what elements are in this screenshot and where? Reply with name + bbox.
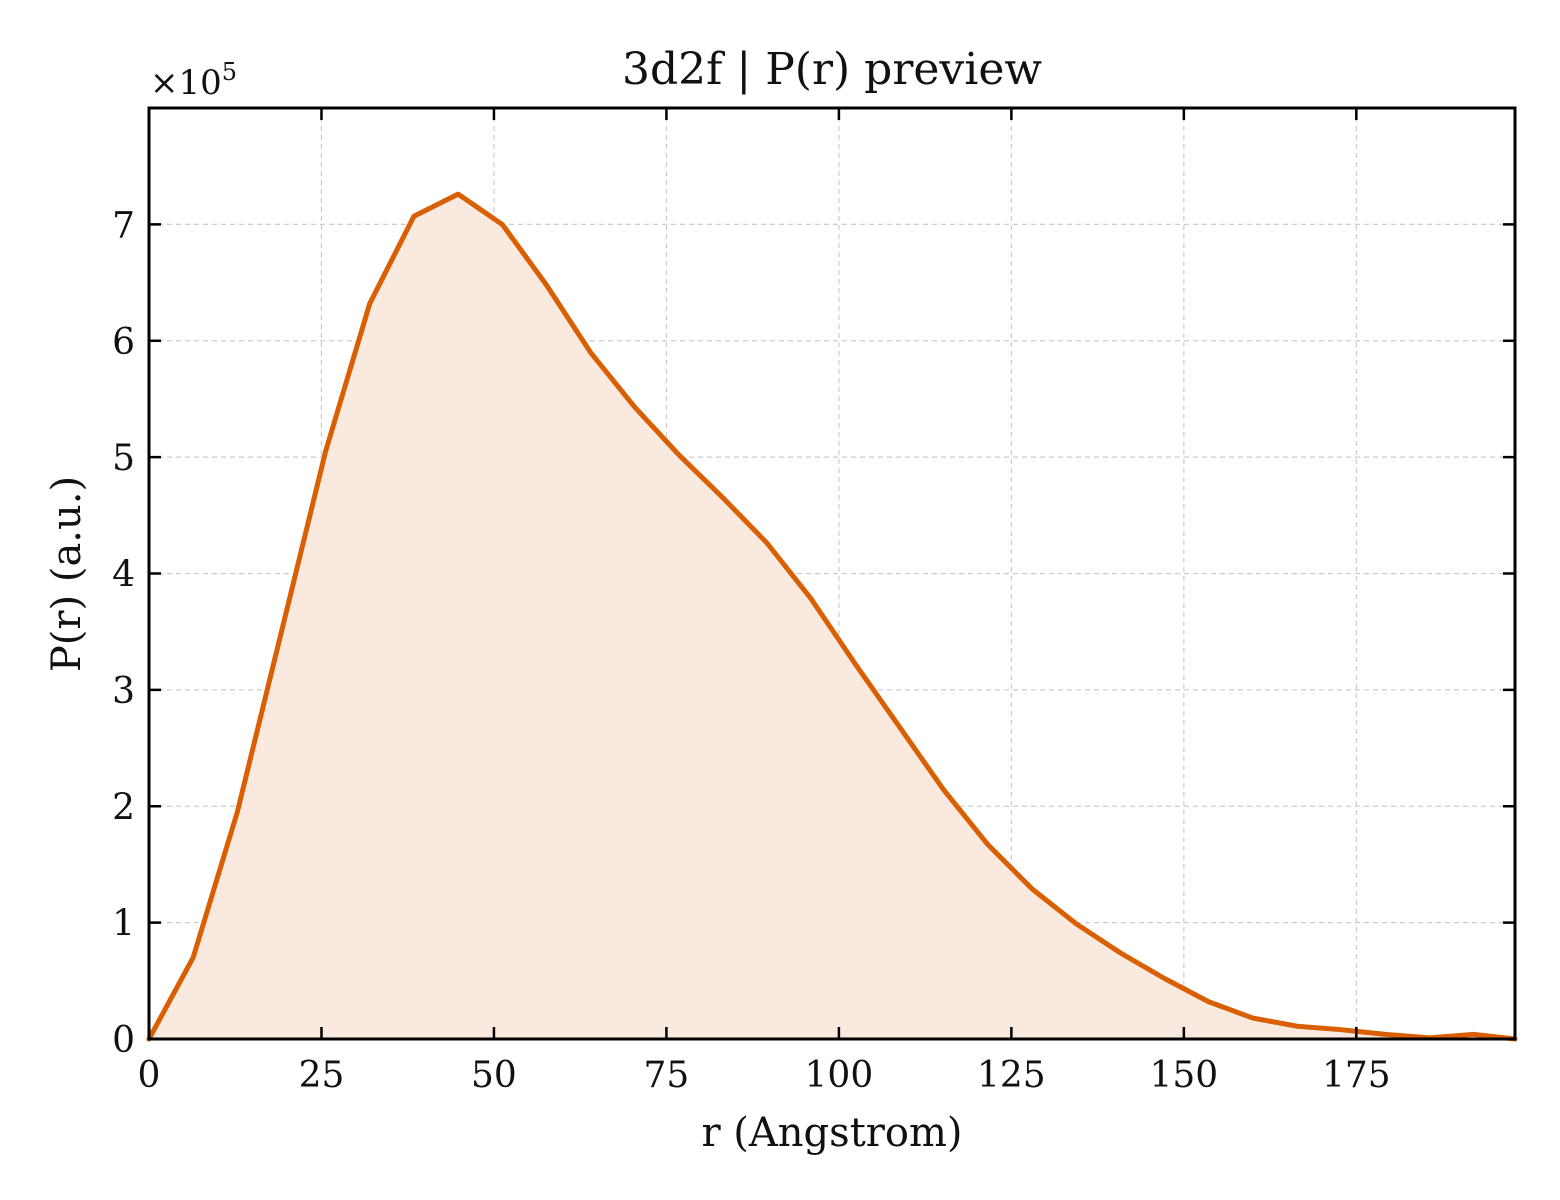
y-tick-label: 2 — [112, 787, 135, 828]
y-axis-multiplier: ×105 — [150, 58, 237, 103]
x-tick-label: 0 — [138, 1055, 161, 1096]
y-tick-label: 1 — [112, 904, 135, 945]
series-area-fill — [149, 194, 1515, 1039]
y-axis-label: P(r) (a.u.) — [44, 476, 90, 672]
series-line — [146, 191, 1518, 1042]
y-axis-multiplier-base: ×10 — [150, 63, 222, 103]
x-tick-label: 125 — [977, 1055, 1046, 1096]
y-tick-label: 3 — [112, 671, 135, 712]
x-tick-label: 75 — [644, 1055, 690, 1096]
data-layer — [146, 191, 1518, 1042]
y-axis-multiplier-exponent: 5 — [222, 58, 237, 86]
x-tick-label: 50 — [471, 1055, 517, 1096]
y-tick-label: 5 — [112, 438, 135, 479]
x-tick-label: 25 — [299, 1055, 345, 1096]
y-tick-label: 6 — [112, 322, 135, 363]
y-tick-label: 7 — [112, 205, 135, 246]
y-tick-label: 0 — [112, 1020, 135, 1061]
chart-title: 3d2f | P(r) preview — [622, 44, 1042, 95]
x-tick-label: 100 — [805, 1055, 874, 1096]
x-axis-label: r (Angstrom) — [701, 1110, 962, 1156]
x-tick-label: 150 — [1149, 1055, 1218, 1096]
ticks-layer: 0 25 50 75 100 125 150 175 0 1 2 3 4 5 6 7 — [112, 108, 1515, 1096]
x-tick-label: 175 — [1322, 1055, 1391, 1096]
y-tick-label: 4 — [112, 555, 135, 596]
